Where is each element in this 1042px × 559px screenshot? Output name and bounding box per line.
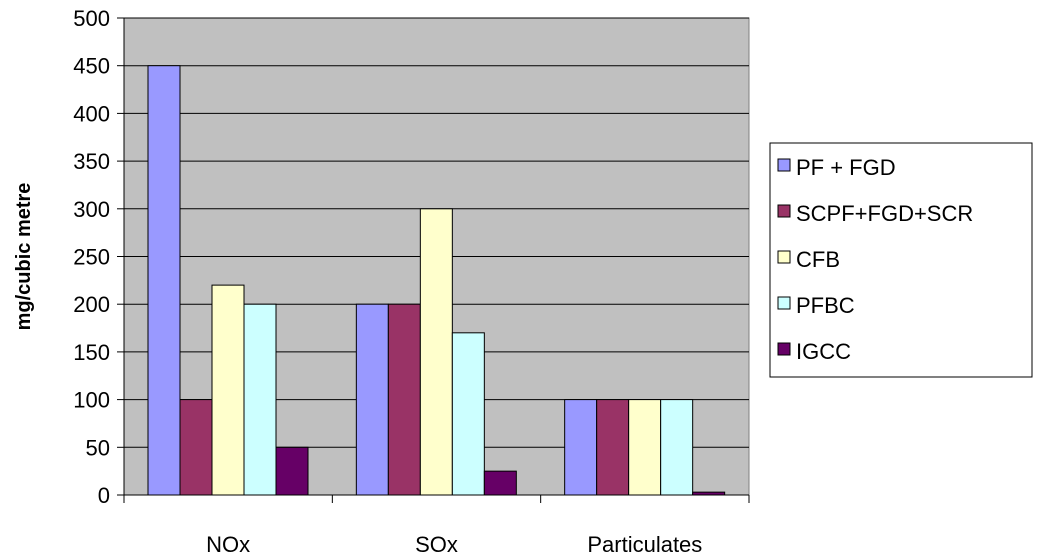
legend-label: PFBC [796, 293, 855, 318]
bar-pf-fgd-sox [355, 303, 389, 496]
y-tick-label: 250 [73, 245, 110, 270]
x-tick-label: SOx [415, 532, 458, 557]
legend-swatch [777, 342, 791, 356]
y-tick-labels: 0 50 100 150 200 250 300 350 400 450 500 [73, 6, 110, 508]
x-tick-labels: NOx SOx Particulates [206, 532, 702, 557]
bar-igcc-nox [275, 446, 309, 496]
y-tick-label: 450 [73, 54, 110, 79]
y-tick-label: 0 [98, 483, 110, 508]
bar-scpf-fgd-scr-nox [179, 399, 213, 496]
bar-scpf-fgd-scr-particulates [596, 399, 630, 496]
bar-cfb-particulates [628, 399, 662, 496]
legend-swatch [777, 250, 791, 264]
legend-swatch [777, 204, 791, 218]
axes [117, 17, 750, 503]
bar-pfbc-particulates [660, 399, 694, 496]
y-tick-label: 200 [73, 292, 110, 317]
bar-igcc-sox [483, 470, 517, 496]
y-tick-label: 350 [73, 149, 110, 174]
legend-box [769, 142, 1033, 378]
legend-swatch [777, 158, 791, 172]
bar-pfbc-sox [451, 332, 485, 496]
x-tick-label: NOx [206, 532, 250, 557]
bar-pf-fgd-particulates [564, 399, 598, 496]
legend: PF + FGD SCPF+FGD+SCR CFB PFBC IGCC [769, 142, 1033, 378]
y-tick-label: 500 [73, 6, 110, 31]
bar-cfb-nox [211, 284, 245, 496]
legend-label: IGCC [796, 339, 851, 364]
y-tick-label: 50 [86, 435, 110, 460]
x-tick-label: Particulates [587, 532, 702, 557]
legend-swatch [777, 296, 791, 310]
y-tick-label: 400 [73, 101, 110, 126]
legend-label: PF + FGD [796, 155, 896, 180]
y-tick-label: 100 [73, 388, 110, 413]
bar-cfb-sox [419, 208, 453, 496]
bar-scpf-fgd-scr-sox [387, 303, 421, 496]
legend-label: SCPF+FGD+SCR [796, 201, 973, 226]
bar-pf-fgd-nox [147, 65, 181, 496]
bar-pfbc-nox [243, 303, 277, 496]
y-tick-label: 150 [73, 340, 110, 365]
y-tick-label: 300 [73, 197, 110, 222]
legend-label: CFB [796, 247, 840, 272]
y-axis-title: mg/cubic metre [13, 183, 35, 331]
